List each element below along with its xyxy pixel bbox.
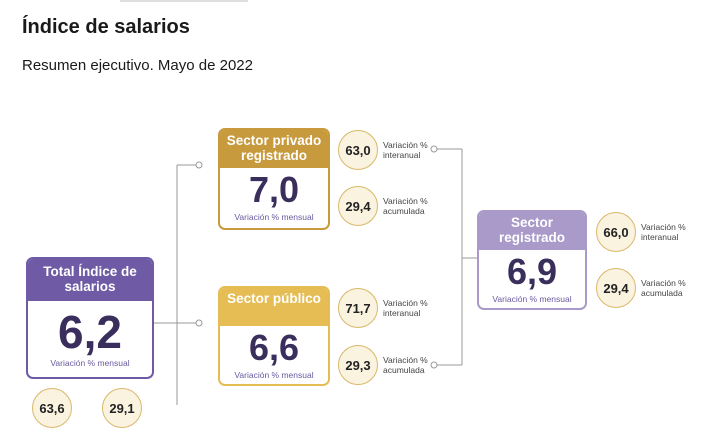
page-title: Índice de salarios <box>22 16 190 38</box>
connector-node <box>430 145 438 153</box>
total-card-value: 6,2 <box>58 306 122 358</box>
registrado-card: Sector registrado 6,9 Variación % mensua… <box>477 210 587 310</box>
connector-node <box>430 361 438 369</box>
privado-card: Sector privado registrado 7,0 Variación … <box>218 128 330 230</box>
connector-lines <box>154 145 477 405</box>
total-card: Total Índice de salarios 6,2 Variación %… <box>26 257 154 379</box>
publico-card: Sector público 6,6 Variación % mensual <box>218 286 330 386</box>
publico-interanual-bubble: 71,7 <box>338 288 378 328</box>
publico-card-value: 6,6 <box>248 327 300 368</box>
total-interanual-bubble: 63,6 <box>32 388 72 428</box>
registrado-acumulada-bubble: 29,4 <box>596 268 636 308</box>
registrado-interanual-bubble: 66,0 <box>596 212 636 252</box>
total-card-caption: Variación % mensual <box>50 358 130 368</box>
registrado-card-title: Sector registrado <box>479 212 585 250</box>
registrado-interanual-label: Variación % interanual <box>641 222 686 242</box>
total-acumulada-bubble: 29,1 <box>102 388 142 428</box>
page-subtitle: Resumen ejecutivo. Mayo de 2022 <box>22 57 253 74</box>
registrado-card-caption: Variación % mensual <box>492 294 572 304</box>
privado-card-value: 7,0 <box>248 169 300 210</box>
registrado-card-value: 6,9 <box>506 251 558 292</box>
privado-acumulada-label: Variación % acumulada <box>383 196 428 216</box>
privado-card-caption: Variación % mensual <box>234 212 314 222</box>
privado-interanual-bubble: 63,0 <box>338 130 378 170</box>
total-card-title: Total Índice de salarios <box>28 259 152 301</box>
registrado-acumulada-label: Variación % acumulada <box>641 278 686 298</box>
top-divider <box>120 0 248 2</box>
connector-node <box>195 319 203 327</box>
privado-acumulada-bubble: 29,4 <box>338 186 378 226</box>
privado-interanual-label: Variación % interanual <box>383 140 428 160</box>
privado-card-title: Sector privado registrado <box>220 130 328 168</box>
publico-card-title: Sector público <box>220 288 328 326</box>
publico-card-caption: Variación % mensual <box>234 370 314 380</box>
publico-interanual-label: Variación % interanual <box>383 298 428 318</box>
publico-acumulada-bubble: 29,3 <box>338 345 378 385</box>
publico-acumulada-label: Variación % acumulada <box>383 355 428 375</box>
connector-node <box>195 161 203 169</box>
